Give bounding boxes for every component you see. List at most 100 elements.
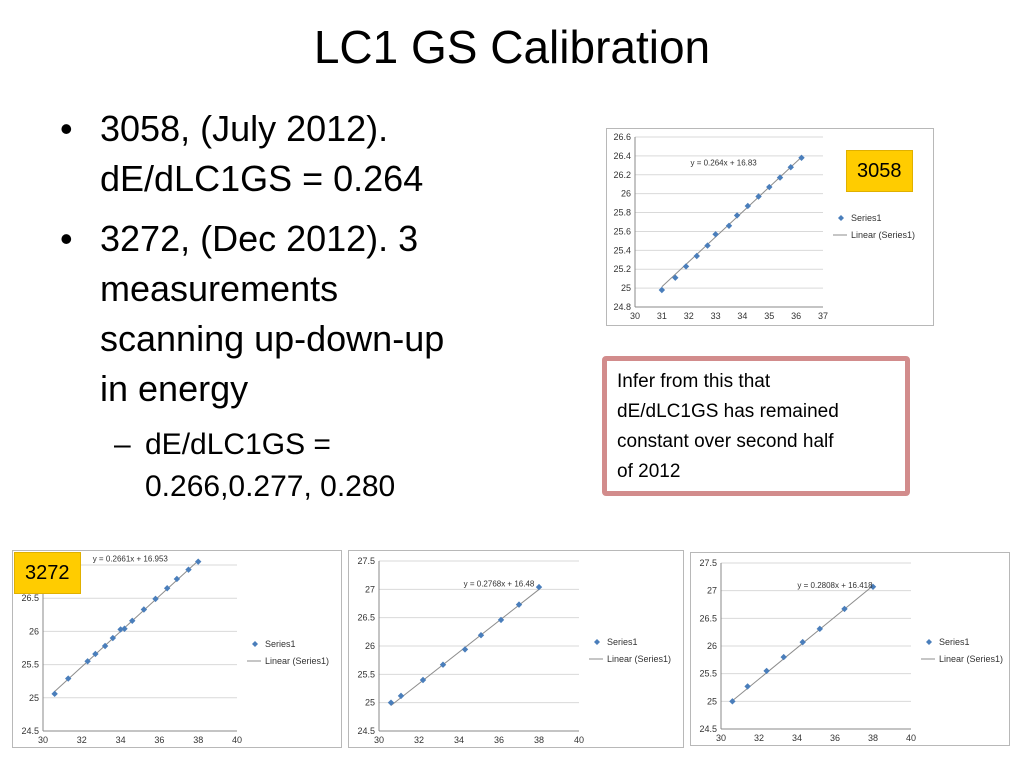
data-point xyxy=(799,638,806,646)
y-tick-label: 24.5 xyxy=(21,726,39,736)
data-point xyxy=(535,583,543,591)
legend-series-label: Series1 xyxy=(607,637,638,647)
data-point xyxy=(712,231,719,238)
y-tick-label: 26 xyxy=(621,189,631,199)
x-tick-label: 40 xyxy=(574,735,584,745)
data-point xyxy=(763,667,770,675)
y-tick-label: 26.5 xyxy=(357,613,375,623)
chart-svg: 24.5 25 25.5 26 26.5 27 27.5 30 32 34 36 38 40 y = 0.… xyxy=(699,558,1003,743)
x-tick-label: 38 xyxy=(868,733,878,743)
legend-series-label: Series1 xyxy=(265,639,296,649)
x-tick-label: 36 xyxy=(830,733,840,743)
data-point xyxy=(869,583,877,590)
data-point xyxy=(744,683,751,690)
bullet-line: in energy xyxy=(100,368,249,409)
data-point xyxy=(397,692,405,700)
legend-marker-icon xyxy=(838,215,844,221)
y-tick-label: 24.8 xyxy=(613,302,631,312)
x-tick-label: 37 xyxy=(818,311,828,321)
data-point xyxy=(477,632,485,639)
y-tick-label: 25.8 xyxy=(613,208,631,218)
legend-marker-icon xyxy=(594,639,600,645)
legend-fit-label: Linear (Series1) xyxy=(607,654,671,664)
y-tick-label: 26.6 xyxy=(613,132,631,142)
legend-marker-icon xyxy=(926,639,932,645)
data-point xyxy=(816,625,823,633)
bullet-line: scanning up-down-up xyxy=(100,318,445,359)
chart-svg: 24.8 25 25.2 25.4 25.6 25.8 26 26.2 26.4 26.6 30 31… xyxy=(613,132,915,321)
data-point xyxy=(163,585,171,592)
data-point xyxy=(121,625,128,632)
trend-line xyxy=(54,560,199,692)
data-point xyxy=(497,616,505,624)
y-tick-label: 26 xyxy=(365,641,375,651)
y-tick-label: 26.2 xyxy=(613,170,631,180)
y-tick-label: 25.5 xyxy=(21,660,39,670)
x-tick-label: 32 xyxy=(77,735,87,745)
bullet-line: 3272, (Dec 2012). 3 xyxy=(100,218,419,259)
data-point xyxy=(461,646,469,653)
x-tick-label: 36 xyxy=(494,735,504,745)
bullet-line: measurements xyxy=(100,268,339,309)
x-tick-label: 32 xyxy=(684,311,694,321)
x-tick-label: 30 xyxy=(716,733,726,743)
data-point xyxy=(682,263,690,270)
trendline-equation: y = 0.2661x + 16.953 xyxy=(93,555,169,564)
data-point xyxy=(725,222,733,229)
data-point xyxy=(195,558,202,565)
y-tick-label: 25 xyxy=(621,283,631,293)
bullet-item: • 3272, (Dec 2012). 3 measurements scann… xyxy=(60,214,530,414)
data-point xyxy=(693,252,700,260)
legend-series-label: Series1 xyxy=(939,637,970,647)
sub-bullet-line: dE/dLC1GS = xyxy=(145,428,331,461)
bullet-item: • 3058, (July 2012). dE/dLC1GS = 0.264 xyxy=(60,104,530,204)
y-tick-label: 25.5 xyxy=(357,669,375,679)
y-tick-label: 27.5 xyxy=(357,556,375,566)
y-tick-label: 26.4 xyxy=(613,151,631,161)
y-tick-label: 25 xyxy=(365,698,375,708)
note-line: of 2012 xyxy=(617,461,681,482)
x-tick-label: 31 xyxy=(657,311,667,321)
note-line: Infer from this that xyxy=(617,371,771,392)
x-tick-label: 36 xyxy=(154,735,164,745)
bullet-list: • 3058, (July 2012). dE/dLC1GS = 0.264 •… xyxy=(60,104,530,508)
y-tick-label: 27 xyxy=(707,586,717,596)
x-tick-label: 30 xyxy=(38,735,48,745)
x-tick-label: 38 xyxy=(534,735,544,745)
y-tick-label: 26.5 xyxy=(21,593,39,603)
x-tick-label: 35 xyxy=(764,311,774,321)
x-tick-label: 40 xyxy=(906,733,916,743)
x-tick-label: 38 xyxy=(193,735,203,745)
slide-title: LC1 GS Calibration xyxy=(313,21,711,73)
data-point xyxy=(798,154,805,161)
bullet-dot-icon: • xyxy=(60,218,73,259)
legend-fit-label: Linear (Series1) xyxy=(939,654,1003,664)
x-tick-label: 34 xyxy=(737,311,747,321)
y-tick-label: 25.4 xyxy=(613,245,631,255)
bullet-dot-icon: • xyxy=(60,108,73,149)
chart-run-3272-scan-2: 24.5 25 25.5 26 26.5 27 27.5 30 32 34 36 38 40 y = 0.… xyxy=(348,550,684,748)
y-tick-label: 26 xyxy=(29,626,39,636)
data-point xyxy=(129,617,136,624)
legend-fit-label: Linear (Series1) xyxy=(851,230,915,240)
x-tick-label: 30 xyxy=(374,735,384,745)
x-tick-label: 34 xyxy=(116,735,126,745)
data-point xyxy=(704,242,711,249)
data-point xyxy=(387,699,395,706)
tag-run-3058: 3058 xyxy=(846,150,913,192)
bullet-line: 3058, (July 2012). xyxy=(100,108,389,149)
data-point xyxy=(515,601,523,608)
y-tick-label: 27.5 xyxy=(699,558,717,568)
y-tick-label: 25.5 xyxy=(699,669,717,679)
x-tick-label: 40 xyxy=(232,735,242,745)
y-tick-label: 25.6 xyxy=(613,226,631,236)
x-tick-label: 34 xyxy=(792,733,802,743)
x-tick-label: 30 xyxy=(630,311,640,321)
data-point xyxy=(744,202,751,210)
data-point xyxy=(419,676,427,684)
x-tick-label: 33 xyxy=(711,311,721,321)
data-point xyxy=(672,274,679,281)
x-tick-label: 34 xyxy=(454,735,464,745)
x-tick-label: 36 xyxy=(791,311,801,321)
chart-svg: 24.5 25 25.5 26 26.5 27 27.5 30 32 34 36 38 40 y = 0.… xyxy=(357,556,671,745)
